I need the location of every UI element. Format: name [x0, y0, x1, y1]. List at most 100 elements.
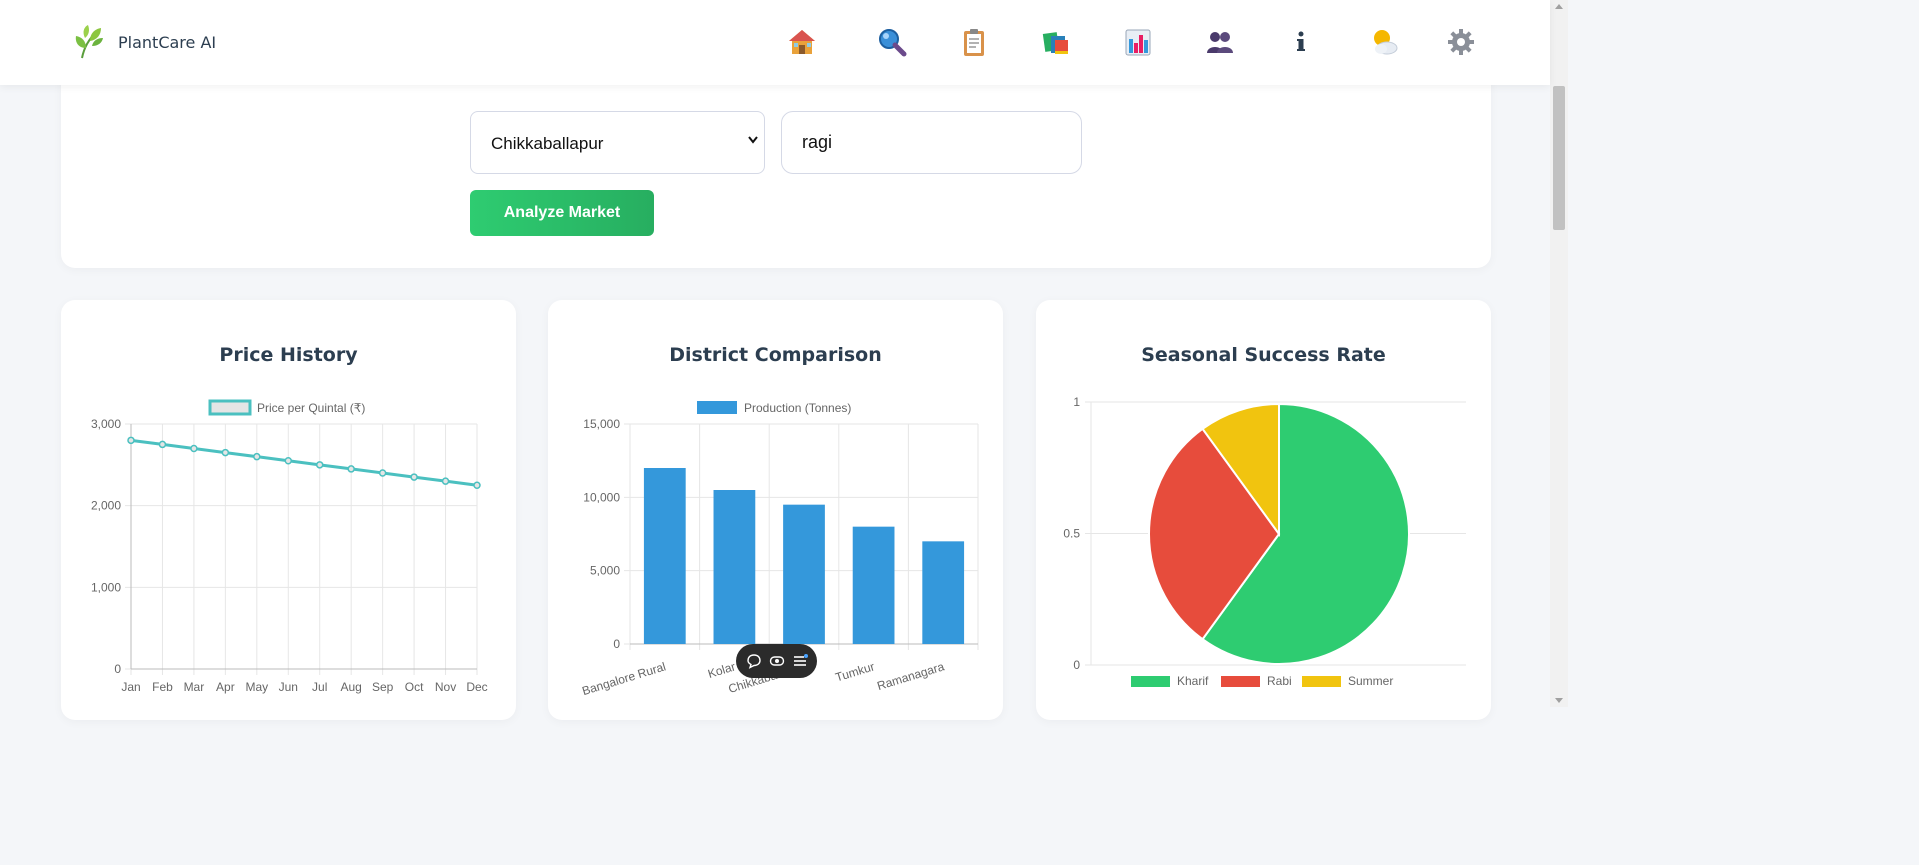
x-tick-label: Ramanagara [875, 659, 946, 693]
chevron-down-icon [748, 136, 758, 144]
house-icon [789, 30, 815, 54]
district-bar [783, 504, 825, 644]
x-tick-label: Oct [405, 680, 424, 694]
nav-reports[interactable] [954, 22, 994, 62]
y-tick-label: 1 [1073, 395, 1080, 409]
people-icon [1207, 32, 1233, 53]
district-bar [922, 541, 965, 644]
price-data-point [221, 448, 230, 457]
nav-info[interactable] [1281, 22, 1321, 62]
price-data-point [378, 469, 387, 477]
x-tick-label: Apr [216, 680, 235, 694]
y-tick-label: 3,000 [91, 417, 121, 431]
pie-slice [1148, 427, 1281, 641]
clipboard-icon [964, 29, 984, 56]
y-tick-label: 0 [613, 637, 620, 651]
district-comparison-title: District Comparison [669, 344, 882, 366]
y-tick-label: 0 [1073, 658, 1080, 672]
price-data-point [441, 477, 450, 485]
nav-library[interactable] [1036, 22, 1076, 62]
analyze-market-button[interactable]: Analyze Market [470, 190, 654, 236]
nav-community[interactable] [1200, 22, 1240, 62]
district-select[interactable]: Chikkaballapur [470, 111, 765, 174]
x-tick-label: Bangalore Rural [580, 659, 667, 698]
x-tick-label: Nov [435, 680, 456, 694]
info-icon [1297, 31, 1305, 51]
legend-label: Kharif [1177, 674, 1209, 688]
x-tick-label: Dec [466, 680, 487, 694]
legend-swatch [1302, 676, 1341, 687]
seasonal-success-chart: 0 0.5 1 Kharif Rabi Summer [1063, 395, 1466, 688]
x-tick-label: Sep [372, 680, 394, 694]
seasonal-success-title: Seasonal Success Rate [1141, 344, 1386, 366]
nav-settings[interactable] [1441, 22, 1481, 62]
district-bar [852, 526, 895, 644]
price-legend[interactable]: Price per Quintal (₹) [208, 399, 365, 416]
price-history-card: Price History Price per Quintal (₹) 0 1,0… [61, 300, 516, 720]
pie-slice [1201, 402, 1280, 538]
season-legend-item[interactable]: Summer [1302, 674, 1393, 688]
district-comparison-chart: Production (Tonnes) 0 5,000 10,000 15,000 Ba… [580, 401, 979, 698]
magnifier-icon [879, 29, 907, 57]
y-tick-label: 5,000 [590, 564, 620, 578]
district-legend-label: Production (Tonnes) [744, 401, 851, 415]
price-legend-label: Price per Quintal (₹) [257, 401, 365, 415]
nav-search[interactable] [872, 22, 912, 62]
price-data-point [284, 457, 293, 465]
sun-cloud-icon [1374, 30, 1398, 55]
x-tick-label: May [245, 680, 268, 694]
eye-toggle-icon[interactable] [769, 653, 785, 669]
books-icon [1042, 32, 1068, 54]
price-data-point [347, 465, 355, 473]
pie-slice [1201, 402, 1410, 665]
x-tick-label: Jun [279, 680, 298, 694]
price-data-point [127, 436, 135, 445]
chat-bubble-icon[interactable] [746, 653, 762, 669]
crop-input[interactable] [781, 111, 1082, 174]
price-data-point [410, 473, 418, 481]
top-header: PlantCare AI [0, 0, 1550, 85]
legend-label: Summer [1348, 674, 1393, 688]
scroll-up-arrow[interactable] [1555, 4, 1563, 9]
floating-toolbar [736, 644, 817, 678]
season-legend-item[interactable]: Kharif [1131, 674, 1209, 688]
legend-label: Rabi [1267, 674, 1292, 688]
x-tick-label: Aug [341, 680, 362, 694]
x-tick-label: Jul [312, 680, 327, 694]
y-tick-label: 10,000 [583, 490, 620, 504]
y-tick-label: 0.5 [1063, 527, 1080, 541]
price-data-point [253, 452, 261, 461]
legend-swatch [1221, 676, 1260, 687]
x-tick-label: Jan [121, 680, 140, 694]
x-tick-label: Feb [152, 680, 173, 694]
price-history-chart: Price per Quintal (₹) 0 1,000 2,000 3,000 Ja… [91, 399, 488, 694]
nav-statistics[interactable] [1118, 22, 1158, 62]
scrollbar-thumb[interactable] [1553, 86, 1565, 230]
x-tick-label: Tumkur [834, 659, 877, 684]
y-tick-label: 15,000 [583, 417, 620, 431]
x-tick-label: Kolar [706, 659, 737, 681]
price-history-title: Price History [219, 344, 358, 366]
bar-chart-icon [1125, 29, 1151, 56]
leaf-logo-icon [75, 25, 103, 59]
price-series-line [130, 438, 478, 487]
y-tick-label: 2,000 [91, 499, 121, 513]
season-legend-item[interactable]: Rabi [1221, 674, 1292, 688]
seasonal-success-card: Seasonal Success Rate 0 0.5 1 Kharif Rabi Sum… [1036, 300, 1491, 720]
nav-weather[interactable] [1364, 22, 1404, 62]
legend-swatch [1131, 676, 1170, 687]
price-data-point [473, 481, 481, 489]
market-form-card [61, 70, 1491, 268]
district-bar [643, 468, 686, 644]
y-tick-label: 0 [114, 662, 121, 676]
district-bar [713, 490, 756, 644]
district-legend[interactable]: Production (Tonnes) [697, 401, 851, 415]
y-tick-label: 1,000 [91, 580, 121, 594]
brand-name: PlantCare AI [118, 33, 217, 52]
nav-home[interactable] [782, 22, 822, 62]
price-data-point [158, 440, 167, 449]
gear-icon [1448, 29, 1474, 55]
menu-icon[interactable] [792, 653, 808, 669]
price-data-point [315, 461, 324, 469]
scroll-down-arrow[interactable] [1555, 698, 1563, 703]
